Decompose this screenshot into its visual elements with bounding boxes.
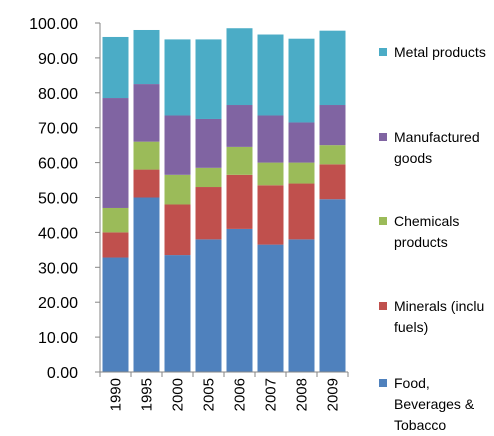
bar-segment xyxy=(133,141,160,170)
bar-segment xyxy=(257,162,284,186)
bar-segment xyxy=(133,29,160,85)
x-tick-label: 2007 xyxy=(263,378,280,411)
y-tick-label: 80.00 xyxy=(38,86,78,103)
bar-segment xyxy=(102,98,129,208)
y-tick-label: 0.00 xyxy=(47,365,78,382)
bar-segment xyxy=(319,30,346,106)
bar-segment xyxy=(257,244,284,372)
x-tick-label: 2008 xyxy=(294,378,311,411)
y-tick-label: 30.00 xyxy=(38,260,78,277)
bar-segment xyxy=(226,146,253,175)
bar-segment xyxy=(102,207,129,233)
bar-segment xyxy=(319,145,346,165)
legend-swatch xyxy=(379,48,387,56)
x-tick-label: 2006 xyxy=(232,378,249,411)
y-tick-label: 60.00 xyxy=(38,156,78,173)
y-tick-label: 100.00 xyxy=(29,16,78,33)
bar-segment xyxy=(102,232,129,258)
legend-label: Manufactured goods xyxy=(394,129,480,166)
bar-segment xyxy=(195,39,222,119)
bar-segment xyxy=(288,162,315,184)
bar-segment xyxy=(164,115,191,175)
bar-segment xyxy=(319,199,346,372)
bar-segment xyxy=(257,115,284,163)
y-tick-label: 10.00 xyxy=(38,330,78,347)
y-tick-label: 20.00 xyxy=(38,295,78,312)
legend-swatch xyxy=(379,217,387,225)
bar-segment xyxy=(164,174,191,205)
y-tick-label: 40.00 xyxy=(38,225,78,242)
bar-segment xyxy=(226,28,253,106)
bar-segment xyxy=(226,228,253,372)
bar-segment xyxy=(319,105,346,146)
legend-label: Chemicals products xyxy=(394,213,460,250)
bar-segment xyxy=(288,122,315,163)
bar-segment xyxy=(195,118,222,168)
legend-swatch xyxy=(379,302,387,310)
legend-swatch xyxy=(379,133,387,141)
bar-segment xyxy=(133,197,160,372)
legend-label: Minerals (inclu fuels) xyxy=(394,298,485,335)
y-tick-label: 50.00 xyxy=(38,191,78,208)
bar-segment xyxy=(288,239,315,372)
bar-segment xyxy=(164,255,191,372)
bar-segment xyxy=(195,239,222,372)
legend-label: Metal products xyxy=(394,44,486,60)
bar-segment xyxy=(257,185,284,245)
x-tick-label: 1995 xyxy=(139,378,156,411)
bar-segment xyxy=(102,36,129,99)
bar-segment xyxy=(257,34,284,116)
bar-segment xyxy=(164,39,191,116)
x-tick-label: 2005 xyxy=(201,378,218,411)
x-tick-label: 1990 xyxy=(108,378,125,411)
bar-segment xyxy=(319,164,346,200)
legend-label: Food, Beverages & Tobacco xyxy=(394,375,475,433)
bar-segment xyxy=(133,84,160,142)
bar-segment xyxy=(288,183,315,240)
legend-swatch xyxy=(379,379,387,387)
bar-segment xyxy=(102,257,129,372)
bar-segment xyxy=(195,167,222,188)
bar-segment xyxy=(164,204,191,256)
bar-segment xyxy=(226,105,253,147)
bar-segment xyxy=(288,38,315,123)
y-tick-label: 70.00 xyxy=(38,121,78,138)
y-tick-label: 90.00 xyxy=(38,51,78,68)
x-tick-label: 2009 xyxy=(325,378,342,411)
bar-segment xyxy=(195,187,222,240)
x-tick-label: 2000 xyxy=(170,378,187,411)
bar-segment xyxy=(226,174,253,229)
bar-segment xyxy=(133,169,160,198)
